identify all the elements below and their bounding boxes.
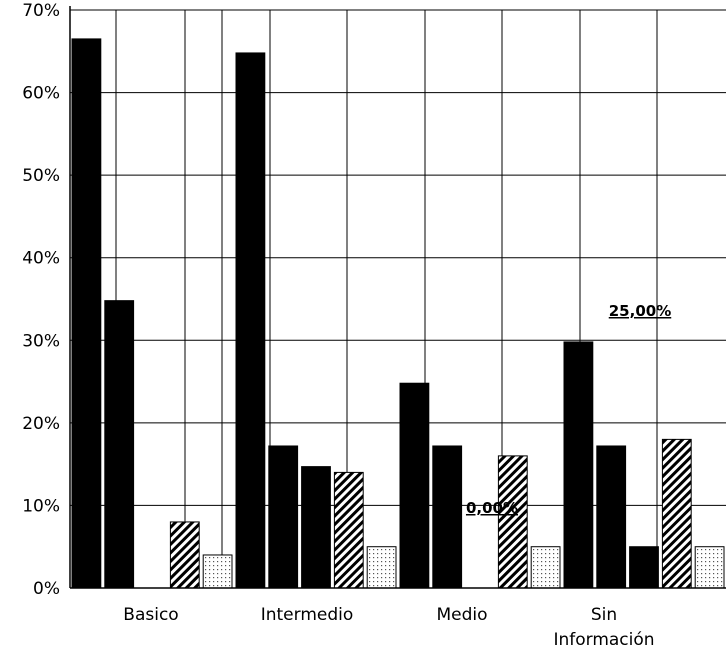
grid <box>70 9 726 589</box>
bar-medio-s5 <box>530 546 561 589</box>
y-tick-label: 20% <box>22 414 60 434</box>
bar-basico-s1 <box>71 38 102 589</box>
bar-sin-información-s4 <box>661 438 692 589</box>
y-tick-label: 10% <box>22 496 60 516</box>
bar-sin-información-s1 <box>563 341 594 589</box>
bar-basico-s4 <box>169 521 200 589</box>
labels: 0% 10% 20% 30% 40% 50% 60% 70% Basico Intermedio M… <box>22 1 671 648</box>
y-tick-label: 30% <box>22 331 60 351</box>
y-tick-label: 60% <box>22 84 60 104</box>
bar-medio-s4 <box>497 455 528 589</box>
bar-intermedio-s3 <box>301 466 331 589</box>
x-category-label: Medio <box>436 605 487 625</box>
bar-medio-s2 <box>432 445 463 589</box>
bar-medio-s1 <box>399 382 430 589</box>
data-label: 0,00% <box>466 499 518 517</box>
bar-intermedio-s4 <box>333 471 364 589</box>
bars <box>71 38 725 589</box>
x-category-label: Basico <box>123 605 178 625</box>
y-tick-label: 40% <box>22 249 60 269</box>
bar-intermedio-s2 <box>268 445 299 589</box>
bar-intermedio-s5 <box>366 546 397 589</box>
x-category-label: Información <box>553 630 654 648</box>
x-category-label: Sin <box>591 605 617 625</box>
y-tick-label: 70% <box>22 1 60 21</box>
axes <box>69 6 726 589</box>
x-category-label: Intermedio <box>261 605 354 625</box>
bar-intermedio-s1 <box>235 52 266 589</box>
y-tick-label: 50% <box>22 166 60 186</box>
bar-sin-información-s5 <box>694 546 725 589</box>
bar-basico-s5 <box>202 554 233 589</box>
bar-sin-información-s2 <box>596 445 627 589</box>
data-label: 25,00% <box>609 302 671 320</box>
bar-basico-s2 <box>104 300 135 589</box>
bar-sin-información-s3 <box>629 546 659 589</box>
y-tick-label: 0% <box>33 579 60 599</box>
